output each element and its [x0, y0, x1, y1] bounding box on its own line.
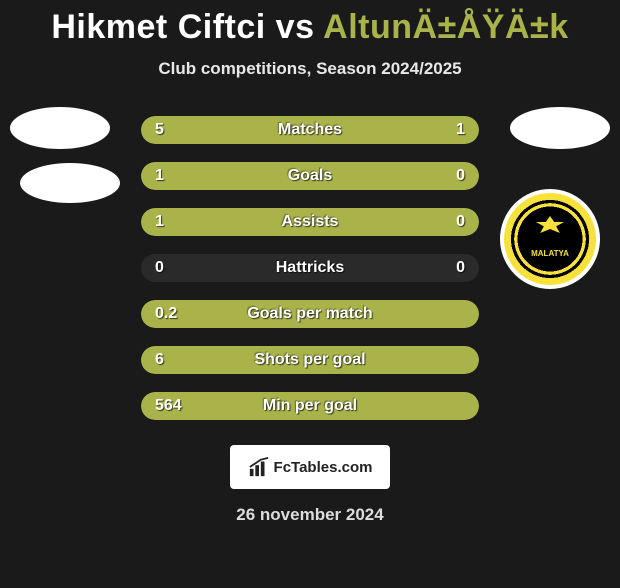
- stat-row: 6Shots per goal: [140, 345, 480, 375]
- stat-row: 10Goals: [140, 161, 480, 191]
- stat-label: Matches: [141, 116, 479, 144]
- stat-row: 564Min per goal: [140, 391, 480, 421]
- stat-label: Goals: [141, 162, 479, 190]
- stat-row: 51Matches: [140, 115, 480, 145]
- stat-label: Assists: [141, 208, 479, 236]
- player1-badge-placeholder: [10, 107, 110, 149]
- player2-name: AltunÄ±ÅŸÄ±k: [323, 8, 568, 46]
- crest-inner: MALATYA: [521, 210, 579, 268]
- stat-row: 0.2Goals per match: [140, 299, 480, 329]
- vs-label: vs: [276, 8, 315, 46]
- subtitle: Club competitions, Season 2024/2025: [0, 59, 620, 79]
- crest-text: MALATYA: [531, 249, 569, 258]
- brand-text: FcTables.com: [274, 459, 373, 476]
- brand-logo: FcTables.com: [230, 445, 390, 489]
- club-crest: MALATYA: [500, 189, 600, 289]
- stat-label: Hattricks: [141, 254, 479, 282]
- player2-badge-placeholder: [510, 107, 610, 149]
- chart-icon: [248, 456, 270, 478]
- stat-row: 00Hattricks: [140, 253, 480, 283]
- stat-label: Shots per goal: [141, 346, 479, 374]
- stat-label: Goals per match: [141, 300, 479, 328]
- player1-name: Hikmet Ciftci: [51, 8, 265, 46]
- stat-label: Min per goal: [141, 392, 479, 420]
- stat-bars: 51Matches 10Goals 10Assists 00Hattricks 0.2G…: [140, 115, 480, 421]
- stat-row: 10Assists: [140, 207, 480, 237]
- comparison-content: MALATYA 51Matches 10Goals 10Assists 00Hattr…: [0, 115, 620, 525]
- comparison-title: Hikmet Ciftci vs AltunÄ±ÅŸÄ±k: [0, 8, 620, 47]
- player1-badge-placeholder-2: [20, 163, 120, 203]
- date-label: 26 november 2024: [0, 505, 620, 525]
